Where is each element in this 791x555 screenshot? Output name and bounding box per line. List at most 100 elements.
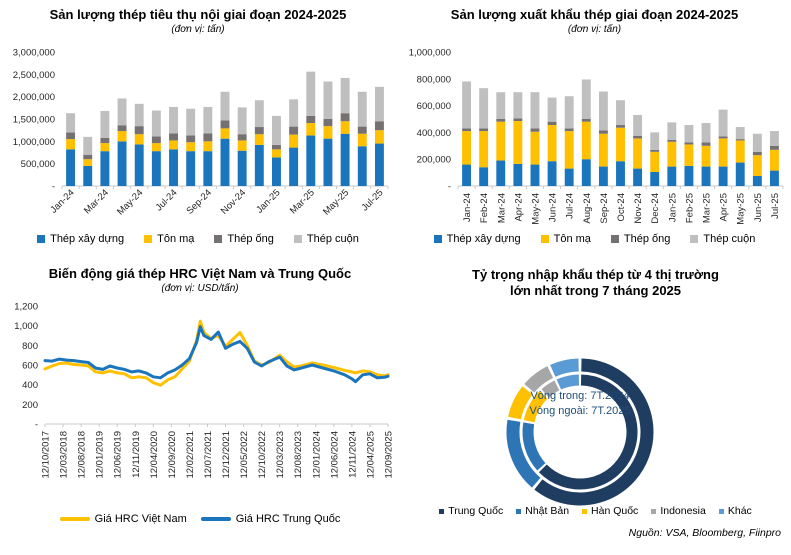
price-line-cn (43, 325, 390, 384)
bar-segment (117, 125, 127, 132)
legend-chip-thep-xay-dung (37, 235, 46, 243)
legend-label: Giá HRC Trung Quốc (235, 513, 341, 525)
x-axis-label: 12/04/2020 (149, 431, 160, 479)
bar-segment (340, 133, 350, 186)
bar-segment (547, 97, 557, 122)
legend-line-cn (200, 517, 231, 521)
bar-segment (513, 92, 523, 119)
donut-inner-segment-3 (541, 380, 560, 398)
bar-segment (151, 110, 161, 137)
bar-segment (237, 107, 247, 135)
legend-label: Indonesia (660, 505, 706, 517)
bar-segment (770, 149, 779, 171)
chart-subtitle-domestic: (đơn vị: tấn) (171, 24, 225, 35)
bar-segment (770, 170, 779, 186)
bar-segment (100, 143, 110, 152)
donut-center-line1: Vòng trong: 7T.2024 (530, 390, 630, 402)
bar-segment (374, 130, 384, 144)
y-axis-label: 800,000 (417, 74, 451, 85)
bar-segment (530, 128, 540, 132)
bar-segment (117, 141, 127, 186)
legend-item: Trung Quốc (439, 505, 503, 517)
y-axis-label: 1,000,000 (409, 48, 451, 59)
bar-segment (564, 131, 574, 169)
bar-segment (254, 100, 264, 128)
x-axis-label: Dec-24 (650, 193, 661, 224)
x-axis-label: Nov-24 (219, 187, 248, 216)
bar-segment (735, 127, 745, 140)
x-axis-label: May-24 (530, 193, 541, 225)
x-axis-label: 12/05/2022 (239, 431, 250, 479)
legend-label: Thép cuộn (306, 233, 359, 245)
y-axis-label: - (35, 420, 38, 431)
chart-title-imports: Tỷ trọng nhập khẩu thép từ 4 thị trường … (400, 267, 791, 299)
x-axis-label: 12/06/2024 (329, 431, 340, 479)
legend-label: Thép cuộn (703, 233, 756, 245)
legend-chip-trung-quoc (439, 508, 445, 514)
x-axis-label: 12/10/2022 (257, 431, 268, 479)
x-axis-label: 12/03/2018 (59, 431, 70, 479)
bar-segment (718, 166, 728, 186)
x-axis-label: 12/08/2023 (293, 431, 304, 479)
bar-segment (718, 109, 728, 137)
x-axis-label: Feb-24 (479, 193, 490, 223)
bar-segment (479, 131, 489, 168)
bar-segment (616, 125, 625, 128)
bar-segment (272, 144, 281, 150)
bar-segment (66, 139, 76, 150)
x-axis-label: Jul-25 (770, 193, 781, 219)
bar-segment (633, 138, 643, 169)
x-axis-label: 12/08/2018 (77, 431, 88, 479)
legend-item: Nhật Bản (516, 505, 569, 517)
x-axis-label: Mar-25 (702, 193, 713, 223)
bar-segment (616, 100, 625, 126)
chart-subtitle-hrc: (đơn vị: USD/tấn) (161, 283, 239, 294)
x-axis-label: 12/04/2025 (365, 431, 376, 479)
x-axis-label: Aug-24 (582, 193, 593, 224)
bar-segment (530, 131, 540, 165)
bar-segment (650, 171, 660, 186)
bar-segment (237, 140, 247, 151)
bar-segment (496, 119, 506, 122)
bar-segment (357, 146, 367, 186)
bar-segment (684, 165, 694, 186)
y-axis-label: 500,000 (21, 159, 55, 170)
bar-segment (134, 103, 144, 127)
bar-segment (289, 126, 299, 135)
bar-segment (134, 126, 144, 135)
legend-hrc: Giá HRC Việt Nam Giá HRC Trung Quốc (0, 513, 400, 525)
x-axis-label: Jul-24 (565, 193, 576, 219)
bar-chart-domestic: - 500,000 1,000,000 1,500,000 2,000,000 2,500… (13, 48, 389, 218)
bar-segment (340, 113, 350, 122)
legend-label: Thép xây dựng (50, 233, 125, 245)
bar-segment (66, 132, 76, 140)
bar-segment (66, 113, 76, 133)
y-axis-label: - (448, 182, 451, 193)
source-note: Nguồn: VSA, Bloomberg, Fiinpro (628, 527, 781, 539)
donut-center-line2: Vòng ngoài: 7T.2025 (529, 405, 631, 417)
x-axis-label: Jun-24 (548, 193, 559, 222)
bar-segment (169, 133, 178, 141)
bar-segment (701, 142, 711, 146)
donut-chart-imports (506, 358, 654, 506)
bar-segment (462, 81, 471, 129)
y-axis-label: 1,000,000 (13, 137, 55, 148)
y-axis-label: 400 (22, 380, 38, 391)
x-axis-label: Jan-25 (254, 187, 282, 215)
y-axis-label: 200,000 (417, 155, 451, 166)
bar-segment (547, 125, 557, 162)
bar-segment (357, 133, 367, 147)
bar-segment (289, 134, 299, 148)
bar-segment (374, 143, 384, 186)
bar-segment (479, 167, 489, 186)
bar-segment (462, 164, 471, 186)
legend-label: Hàn Quốc (591, 505, 639, 517)
legend-label: Thép ống (227, 233, 274, 245)
y-axis-label: 3,000,000 (13, 48, 55, 59)
bar-segment (83, 136, 93, 155)
x-axis-label: 12/03/2023 (275, 431, 286, 479)
x-axis-label: 12/11/2019 (131, 431, 142, 478)
chart-title-domestic: Sản lượng thép tiêu thụ nội giai đoạn 20… (49, 7, 347, 22)
bar-segment (667, 122, 677, 140)
